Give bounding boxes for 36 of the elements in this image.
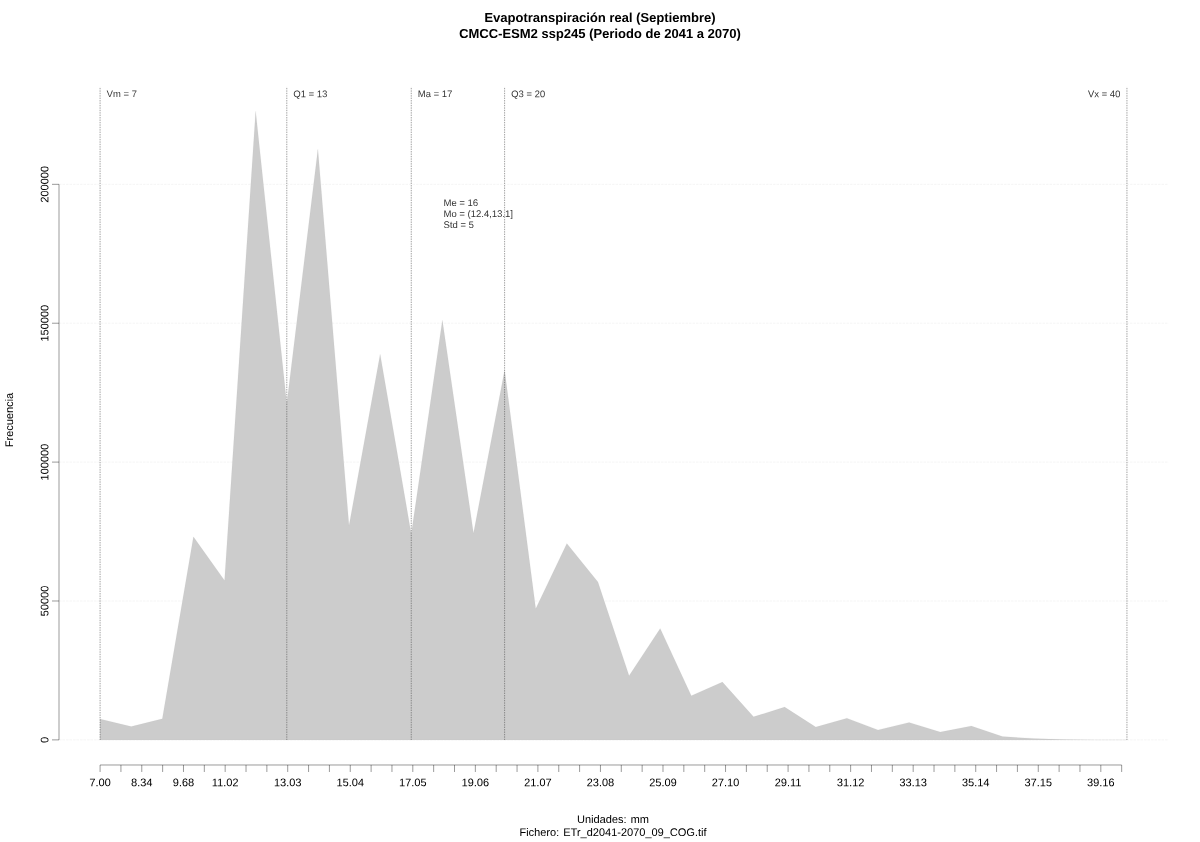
y-tick-label: 0 [40,737,49,743]
ref-line-label: Vx = 40 [1087,90,1121,98]
x-tick-label: 39.16 [1087,778,1115,787]
x-tick-label: 37.15 [1024,778,1052,787]
annotation: Me = 16 [444,199,478,207]
annotation: Mo = (12.4,13.1] [444,210,513,220]
chart-subtitle: CMCC-ESM2 ssp245 (Periodo de 2041 a 2070) [459,28,741,41]
x-tick-label: 33.13 [899,778,927,787]
ref-line-label: Vm = 7 [106,90,137,98]
x-tick-label: 11.02 [212,778,238,787]
y-tick-label: 100000 [40,444,49,480]
text: Fichero: ETr_d2041-2070_09_COG.tif [520,828,707,839]
y-tick-label: 150000 [40,305,49,341]
x-tick-label: 19.06 [462,778,489,787]
y-tick-label: 200000 [40,166,49,203]
x-tick-label: 15.04 [337,778,364,787]
x-tick-label: 23.08 [587,778,614,787]
y-tick-label: 50000 [40,586,49,617]
x-axis-title: Unidades: mm [577,815,649,824]
x-tick-label: 25.09 [649,778,677,787]
x-tick-label: 13.03 [274,778,301,787]
ref-line-label: Ma = 17 [418,90,452,98]
chart-title: Evapotranspiración real (Septiembre) [485,12,715,25]
x-tick-label: 17.05 [399,778,427,787]
ref-line-label: Q1 = 13 [293,90,327,100]
annotation: Std = 5 [443,221,474,229]
y-axis-title: Frecuencia [5,393,14,447]
ref-line-label: Q3 = 20 [511,90,545,100]
x-tick-label: 31.12 [837,778,864,787]
x-tick-label: 21.07 [524,778,552,787]
x-tick-label: 8.34 [131,778,153,787]
x-tick-label: 29.11 [775,778,801,787]
x-tick-label: 9.68 [173,778,194,787]
x-tick-label: 35.14 [962,778,990,787]
x-tick-label: 7.00 [89,778,111,787]
x-tick-label: 27.10 [712,778,739,787]
